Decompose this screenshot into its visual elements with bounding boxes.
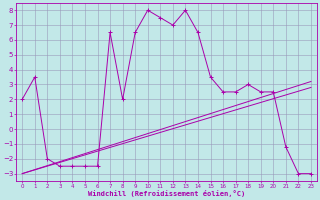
X-axis label: Windchill (Refroidissement éolien,°C): Windchill (Refroidissement éolien,°C) (88, 190, 245, 197)
